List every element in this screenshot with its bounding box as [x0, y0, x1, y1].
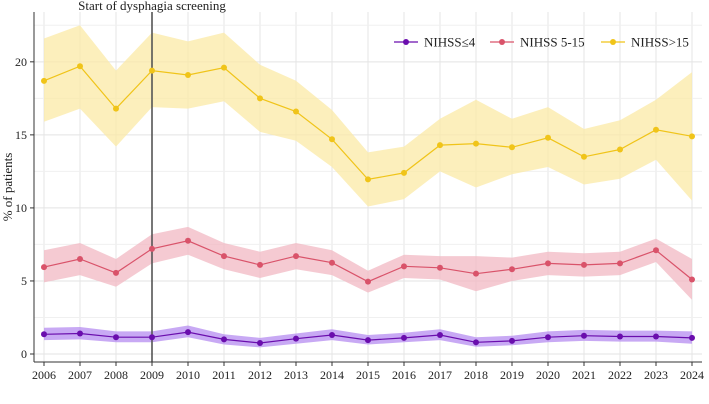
data-point — [653, 247, 659, 254]
data-point — [401, 334, 407, 341]
y-tick-label: 15 — [15, 128, 27, 142]
legend: NIHSS≤4 NIHSS 5-15 NIHSS>15 — [394, 35, 689, 50]
y-tick-label: 0 — [21, 347, 27, 361]
data-point — [365, 278, 371, 285]
data-point — [113, 334, 119, 341]
data-point — [509, 337, 515, 344]
data-point — [77, 256, 83, 263]
x-tick-label: 2022 — [608, 368, 632, 382]
data-point — [473, 339, 479, 346]
data-point — [653, 126, 659, 133]
x-tick-label: 2006 — [32, 368, 56, 382]
x-tick-label: 2024 — [680, 368, 704, 382]
data-point — [257, 95, 263, 102]
x-tick-label: 2015 — [356, 368, 380, 382]
data-point — [401, 169, 407, 176]
data-point — [257, 340, 263, 347]
data-point — [365, 337, 371, 344]
data-point — [509, 266, 515, 273]
screening-start-label: Start of dysphagia screening — [78, 0, 226, 13]
data-point — [473, 270, 479, 277]
data-point — [41, 331, 47, 338]
legend-marker — [610, 39, 616, 45]
data-point — [365, 176, 371, 183]
data-point — [293, 335, 299, 342]
data-point — [329, 259, 335, 266]
x-tick-label: 2017 — [428, 368, 452, 382]
data-point — [473, 140, 479, 147]
data-point — [329, 332, 335, 339]
confidence-band-2 — [44, 25, 692, 207]
data-point — [689, 334, 695, 341]
y-axis-title: % of patients — [0, 153, 15, 222]
x-tick-label: 2023 — [644, 368, 668, 382]
legend-marker — [499, 39, 505, 45]
data-point — [545, 134, 551, 141]
data-point — [437, 332, 443, 339]
x-tick-label: 2012 — [248, 368, 272, 382]
axes: 2006 2007 2008 2009 2010 2011 2012 2013 2014 2015… — [15, 12, 704, 382]
data-point — [581, 332, 587, 339]
x-tick-label: 2016 — [392, 368, 416, 382]
data-point — [617, 146, 623, 153]
data-point — [293, 108, 299, 115]
data-point — [545, 334, 551, 341]
data-point — [257, 261, 263, 268]
x-tick-label: 2008 — [104, 368, 128, 382]
data-point — [149, 67, 155, 74]
x-tick-label: 2018 — [464, 368, 488, 382]
data-point — [113, 105, 119, 112]
data-point — [437, 142, 443, 149]
x-tick-label: 2014 — [320, 368, 344, 382]
data-point — [581, 261, 587, 268]
data-point — [221, 253, 227, 260]
data-point — [221, 336, 227, 343]
data-point — [653, 333, 659, 340]
data-point — [401, 263, 407, 270]
data-point — [437, 264, 443, 271]
data-point — [149, 334, 155, 341]
data-point — [185, 329, 191, 336]
data-point — [41, 264, 47, 271]
data-point — [185, 71, 191, 78]
data-point — [617, 260, 623, 267]
confidence-band-1 — [44, 226, 692, 300]
data-point — [221, 64, 227, 71]
x-tick-label: 2010 — [176, 368, 200, 382]
data-point — [581, 153, 587, 160]
legend-label: NIHSS>15 — [631, 35, 689, 50]
x-tick-label: 2011 — [212, 368, 236, 382]
data-point — [617, 333, 623, 340]
x-tick-label: 2021 — [572, 368, 596, 382]
y-tick-label: 10 — [15, 201, 27, 215]
legend-marker — [403, 39, 409, 45]
confidence-bands — [44, 25, 692, 348]
data-point — [293, 253, 299, 260]
series-points — [41, 63, 695, 347]
data-point — [41, 77, 47, 84]
data-point — [185, 237, 191, 244]
x-tick-label: 2007 — [68, 368, 92, 382]
legend-label: NIHSS 5-15 — [520, 35, 585, 50]
data-point — [329, 136, 335, 143]
data-point — [509, 144, 515, 151]
data-point — [77, 330, 83, 337]
data-point — [149, 245, 155, 252]
y-tick-label: 5 — [21, 274, 27, 288]
data-point — [77, 63, 83, 70]
y-tick-label: 20 — [15, 55, 27, 69]
x-tick-label: 2020 — [536, 368, 560, 382]
confidence-band-0 — [44, 325, 692, 348]
x-tick-label: 2013 — [284, 368, 308, 382]
legend-label: NIHSS≤4 — [424, 35, 476, 50]
data-point — [689, 276, 695, 283]
x-tick-label: 2009 — [140, 368, 164, 382]
data-point — [545, 260, 551, 267]
data-point — [113, 269, 119, 276]
data-point — [689, 133, 695, 140]
x-tick-label: 2019 — [500, 368, 524, 382]
